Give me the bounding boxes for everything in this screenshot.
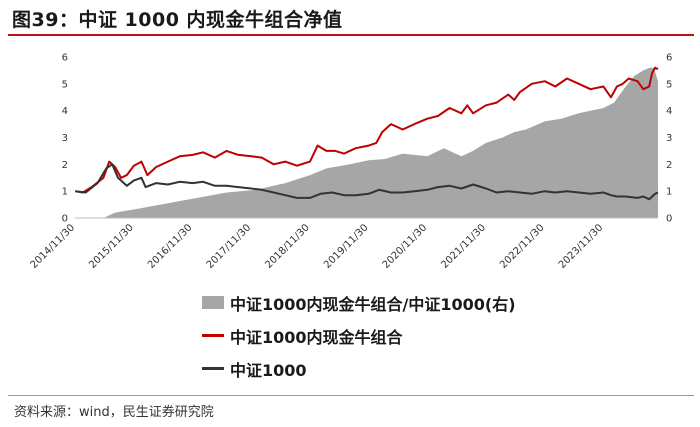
y-left-tick-label: 4 [62, 106, 68, 117]
line-layer [75, 66, 659, 201]
x-tick-label: 2015/11/30 [87, 222, 136, 271]
x-tick-label: 2019/11/30 [322, 222, 371, 271]
ratio-area-series [75, 67, 659, 218]
x-tick-label: 2017/11/30 [205, 222, 254, 271]
legend-swatch-index [202, 367, 224, 370]
footer-divider [8, 395, 694, 396]
x-tick-label: 2016/11/30 [146, 222, 195, 271]
legend-swatch-ratio [202, 296, 224, 309]
y-right-tick-label: 6 [666, 53, 672, 64]
portfolio-line-series [75, 66, 659, 194]
legend-swatch-portfolio [202, 334, 224, 337]
y-left-tick-label: 2 [62, 160, 68, 171]
chart-legend: 中证1000内现金牛组合/中证1000(右) 中证1000内现金牛组合 中证10… [202, 286, 516, 385]
y-right-tick-label: 0 [666, 214, 672, 225]
y-right-tick-label: 1 [666, 187, 672, 198]
y-left-tick-label: 1 [62, 187, 68, 198]
x-tick-label: 2014/11/30 [29, 222, 78, 271]
source-note: 资料来源：wind，民生证券研究院 [14, 405, 214, 420]
y-left-tick-label: 0 [62, 214, 68, 225]
y-right-tick-label: 2 [666, 160, 672, 171]
legend-item-portfolio: 中证1000内现金牛组合 [202, 319, 516, 352]
x-tick-label: 2018/11/30 [263, 222, 312, 271]
legend-label-portfolio: 中证1000内现金牛组合 [230, 327, 403, 347]
y-left-tick-label: 6 [62, 53, 68, 64]
legend-label-index: 中证1000 [230, 360, 307, 380]
y-right-tick-label: 4 [666, 106, 672, 117]
x-tick-label: 2022/11/30 [498, 222, 547, 271]
legend-label-ratio: 中证1000内现金牛组合/中证1000(右) [230, 294, 516, 314]
legend-item-ratio: 中证1000内现金牛组合/中证1000(右) [202, 286, 516, 319]
x-tick-label: 2020/11/30 [381, 222, 430, 271]
ratio-area-layer [75, 67, 659, 218]
y-left-tick-label: 3 [62, 133, 68, 144]
title-divider [8, 34, 694, 36]
x-tick-label: 2021/11/30 [439, 222, 488, 271]
y-right-tick-label: 3 [666, 133, 672, 144]
y-left-tick-label: 5 [62, 79, 68, 90]
legend-item-index: 中证1000 [202, 352, 516, 385]
chart-canvas: 0 1 2 3 4 5 6 0 1 2 3 4 5 6 2014/11/30 2015/11/30 2016/1… [29, 53, 673, 271]
x-tick-label: 2023/11/30 [557, 222, 606, 271]
y-right-tick-label: 5 [666, 79, 672, 90]
index-line-series [75, 163, 659, 201]
chart-title: 图39：中证 1000 内现金牛组合净值 [12, 9, 343, 31]
